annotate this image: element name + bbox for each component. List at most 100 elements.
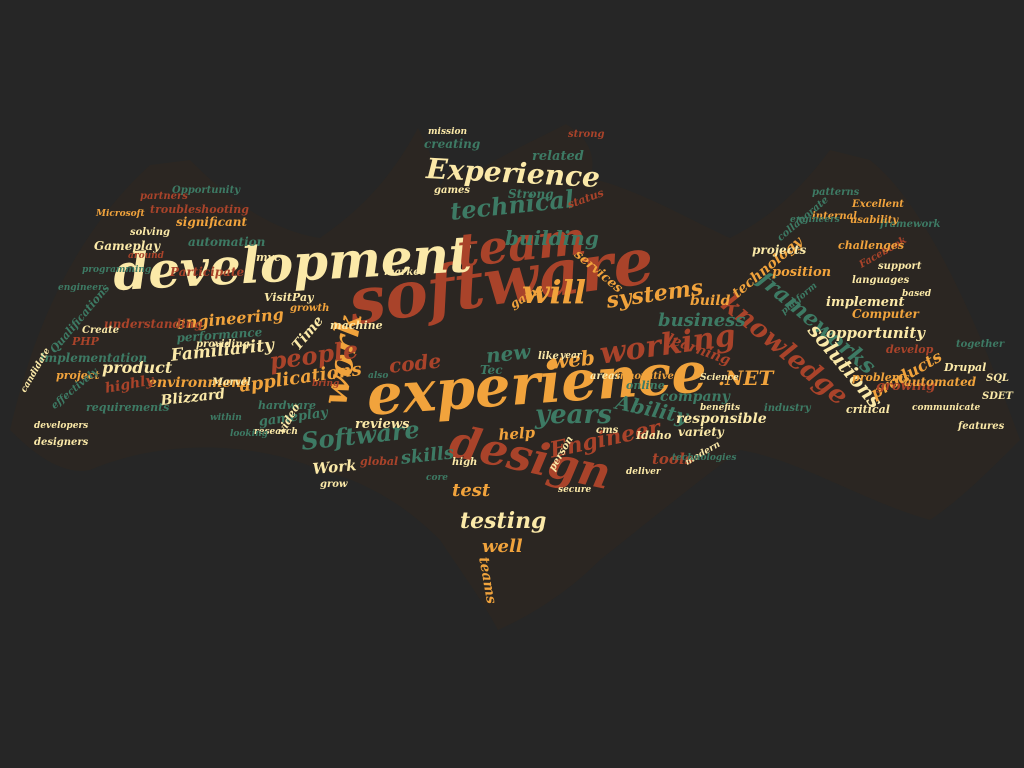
cloud-word: deliver bbox=[626, 467, 661, 477]
cloud-word: Opportunity bbox=[172, 185, 241, 196]
cloud-word: automated bbox=[904, 375, 977, 389]
cloud-word: significant bbox=[176, 215, 248, 229]
cloud-word: tools bbox=[652, 450, 694, 468]
bat-shape bbox=[10, 124, 1020, 630]
cloud-word: technologies bbox=[672, 453, 737, 463]
cloud-word: designers bbox=[34, 437, 89, 448]
cloud-word: innovative bbox=[616, 371, 674, 382]
cloud-word: Strong bbox=[508, 187, 554, 201]
cloud-word: programming bbox=[82, 265, 152, 275]
cloud-word: environment bbox=[148, 375, 248, 391]
cloud-word: market bbox=[384, 267, 425, 278]
cloud-word: framework bbox=[880, 219, 941, 230]
cloud-word: cms bbox=[596, 425, 619, 436]
cloud-word: industry bbox=[764, 403, 811, 414]
cloud-word: variety bbox=[678, 425, 724, 439]
cloud-word: mvc bbox=[256, 251, 281, 264]
cloud-word: Excellent bbox=[852, 199, 904, 210]
cloud-word: support bbox=[878, 261, 922, 272]
cloud-word: challenges bbox=[838, 239, 905, 252]
cloud-word: reviews bbox=[355, 417, 410, 432]
cloud-word: features bbox=[958, 421, 1005, 432]
cloud-word: project bbox=[56, 369, 100, 382]
cloud-word: Work bbox=[311, 456, 358, 478]
cloud-word: related bbox=[532, 149, 584, 164]
cloud-word: build bbox=[690, 293, 731, 309]
cloud-word: benefits bbox=[700, 403, 741, 413]
cloud-word: troubleshooting bbox=[150, 203, 249, 216]
cloud-word: will bbox=[522, 273, 587, 311]
cloud-word: developers bbox=[34, 421, 89, 431]
cloud-word: solving bbox=[130, 227, 170, 238]
cloud-word: projects bbox=[752, 243, 807, 257]
cloud-word: critical bbox=[846, 403, 890, 416]
cloud-word: providing bbox=[196, 339, 250, 350]
cloud-word: Science bbox=[700, 373, 739, 383]
cloud-word: opportunity bbox=[826, 324, 925, 342]
cloud-word: automation bbox=[188, 235, 266, 249]
cloud-word: looking bbox=[230, 429, 268, 439]
cloud-word: well bbox=[482, 536, 523, 557]
cloud-word: understanding bbox=[104, 317, 203, 331]
cloud-word: areas bbox=[590, 371, 621, 382]
cloud-word: like bbox=[538, 351, 559, 362]
cloud-word: SQL bbox=[986, 373, 1009, 384]
cloud-word: grow bbox=[320, 479, 348, 490]
cloud-word: around bbox=[128, 251, 164, 261]
cloud-word: within bbox=[210, 413, 242, 423]
cloud-word: games bbox=[434, 185, 471, 196]
cloud-word: position bbox=[772, 265, 832, 280]
cloud-word: develop bbox=[886, 343, 934, 356]
cloud-word: based bbox=[902, 289, 932, 299]
cloud-word: VisitPay bbox=[264, 291, 314, 304]
cloud-word: PHP bbox=[72, 335, 99, 348]
cloud-word: Gameplay bbox=[94, 239, 161, 253]
cloud-word: hardware bbox=[258, 399, 317, 412]
cloud-word: internal bbox=[812, 211, 857, 222]
cloud-word: research bbox=[254, 427, 298, 437]
cloud-word: company bbox=[660, 389, 730, 405]
cloud-word: test bbox=[452, 480, 491, 501]
cloud-word: responsible bbox=[676, 411, 767, 427]
cloud-word: implementation bbox=[40, 351, 148, 365]
cloud-word: Create bbox=[82, 325, 120, 336]
cloud-word: .NET bbox=[718, 366, 774, 390]
cloud-word: patterns bbox=[812, 187, 860, 198]
cloud-word: requirements bbox=[86, 401, 170, 414]
cloud-word: machine bbox=[330, 319, 383, 332]
cloud-word: creating bbox=[424, 137, 481, 151]
cloud-word: Computer bbox=[852, 307, 919, 321]
cloud-word: core bbox=[426, 473, 448, 483]
cloud-word: Idaho bbox=[636, 429, 672, 442]
cloud-word: high bbox=[452, 457, 478, 468]
cloud-word: engineer bbox=[58, 283, 103, 293]
cloud-word: secure bbox=[558, 485, 592, 495]
cloud-word: also bbox=[368, 371, 389, 381]
cloud-word: building bbox=[505, 226, 599, 250]
cloud-word: problems bbox=[852, 371, 910, 384]
cloud-word: engineers bbox=[790, 215, 840, 225]
cloud-word: growing bbox=[876, 379, 936, 394]
cloud-word: testing bbox=[460, 508, 547, 534]
cloud-word: Tec bbox=[480, 363, 503, 377]
cloud-word: mission bbox=[428, 127, 468, 137]
cloud-word: usability bbox=[850, 215, 899, 226]
cloud-word: business bbox=[658, 310, 746, 331]
cloud-word: help bbox=[497, 423, 536, 444]
cloud-word: SDET bbox=[982, 391, 1013, 402]
cloud-word: global bbox=[360, 455, 399, 468]
cloud-word: strong bbox=[568, 129, 605, 140]
cloud-word: together bbox=[956, 339, 1005, 350]
cloud-word: Marvel bbox=[212, 377, 251, 388]
cloud-word: product bbox=[102, 358, 173, 377]
cloud-word: bring bbox=[312, 379, 340, 389]
cloud-word: Participate bbox=[170, 265, 245, 279]
cloud-word: Drupal bbox=[944, 361, 987, 374]
cloud-word: online bbox=[626, 379, 665, 392]
cloud-word: implement bbox=[826, 295, 905, 310]
cloud-word: code bbox=[387, 348, 443, 378]
cloud-word: communicate bbox=[912, 403, 981, 413]
cloud-word: year bbox=[560, 351, 582, 361]
